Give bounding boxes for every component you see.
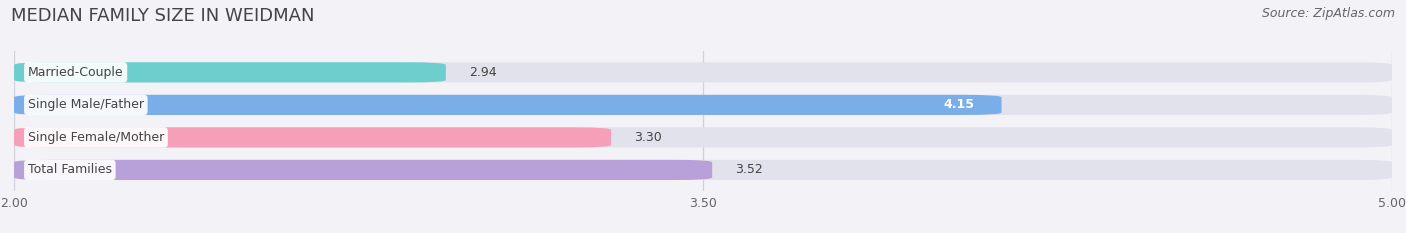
Text: 4.15: 4.15 (943, 98, 974, 111)
Text: Single Female/Mother: Single Female/Mother (28, 131, 165, 144)
FancyBboxPatch shape (14, 95, 1001, 115)
FancyBboxPatch shape (14, 95, 1392, 115)
Text: Total Families: Total Families (28, 163, 112, 176)
Text: Source: ZipAtlas.com: Source: ZipAtlas.com (1261, 7, 1395, 20)
FancyBboxPatch shape (14, 62, 1392, 82)
FancyBboxPatch shape (14, 160, 713, 180)
Text: Married-Couple: Married-Couple (28, 66, 124, 79)
Text: Single Male/Father: Single Male/Father (28, 98, 143, 111)
Text: 3.30: 3.30 (634, 131, 662, 144)
Text: MEDIAN FAMILY SIZE IN WEIDMAN: MEDIAN FAMILY SIZE IN WEIDMAN (11, 7, 315, 25)
FancyBboxPatch shape (14, 62, 446, 82)
FancyBboxPatch shape (14, 127, 612, 147)
Text: 3.52: 3.52 (735, 163, 763, 176)
FancyBboxPatch shape (14, 127, 1392, 147)
Text: 2.94: 2.94 (468, 66, 496, 79)
FancyBboxPatch shape (14, 160, 1392, 180)
